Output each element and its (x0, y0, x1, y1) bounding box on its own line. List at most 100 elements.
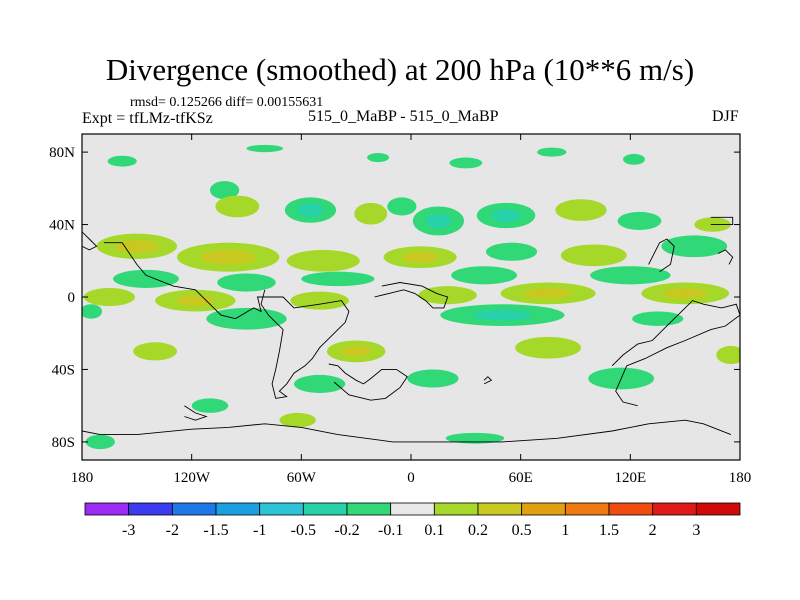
coastline (710, 216, 734, 226)
divergence-anomaly (215, 195, 260, 218)
coastline (82, 231, 98, 251)
divergence-anomaly (177, 295, 214, 307)
divergence-anomaly (206, 307, 287, 330)
colorbar-swatch (390, 502, 435, 516)
colorbar-label: -0.5 (291, 522, 316, 539)
divergence-anomaly (279, 412, 316, 428)
experiment-label: Expt = tfLMz-tfKSz (82, 110, 213, 127)
coastline (82, 419, 732, 443)
divergence-anomaly (200, 249, 256, 265)
comparison-label: 515_0_MaBP - 515_0_MaBP (308, 108, 499, 125)
colorbar-label: -0.1 (378, 522, 403, 539)
stats-label: rmsd= 0.125266 diff= 0.00155631 (130, 95, 324, 110)
y-tick-label: 40S (52, 362, 75, 378)
divergence-anomaly (294, 374, 346, 393)
divergence-anomaly (632, 311, 684, 326)
divergence-anomaly (286, 249, 360, 272)
divergence-anomaly (485, 242, 538, 261)
colorbar-swatch (171, 502, 217, 516)
colorbar-swatch (259, 502, 304, 516)
divergence-anomaly (107, 155, 137, 167)
colorbar-label: 1.5 (599, 522, 619, 539)
y-tick-label: 40N (49, 218, 75, 234)
colorbar-swatch (346, 502, 392, 516)
colorbar-label: 0.1 (424, 522, 444, 539)
divergence-anomaly (133, 342, 178, 361)
colorbar-label: -1 (253, 522, 266, 539)
divergence-anomaly (473, 309, 532, 321)
colorbar-swatch (84, 502, 130, 516)
chart-title: Divergence (smoothed) at 200 hPa (10**6 … (105, 52, 695, 87)
divergence-anomaly (217, 273, 276, 292)
divergence-anomaly (83, 287, 136, 307)
divergence-anomaly (290, 291, 349, 310)
colorbar-label: -2 (166, 522, 179, 539)
anomaly-layer (82, 144, 740, 450)
divergence-anomaly (537, 147, 567, 157)
divergence-anomaly (209, 181, 240, 200)
x-tick-label: 120W (173, 470, 211, 486)
divergence-anomaly (367, 153, 390, 163)
colorbar-label: 0.2 (468, 522, 488, 539)
colorbar-swatch (564, 502, 610, 516)
y-tick-label: 80N (49, 145, 75, 161)
divergence-anomaly (191, 398, 229, 413)
divergence-anomaly (82, 304, 103, 319)
divergence-anomaly (663, 287, 708, 299)
coastline (103, 242, 350, 399)
x-tick-label: 180 (71, 470, 94, 486)
divergence-anomaly (301, 271, 375, 287)
colorbar-label: 2 (649, 522, 657, 539)
divergence-anomaly (623, 153, 645, 165)
colorbar-swatch (695, 502, 741, 516)
colorbar-swatch (521, 502, 566, 516)
colorbar-label: 0.5 (512, 522, 532, 539)
x-tick-label: 60W (287, 470, 317, 486)
y-tick-label: 0 (68, 290, 76, 306)
coastline (328, 363, 408, 401)
divergence-anomaly (716, 345, 740, 365)
divergence-anomaly (297, 202, 324, 218)
divergence-anomaly (246, 144, 284, 153)
divergence-anomaly (341, 345, 371, 357)
divergence-anomaly (515, 336, 581, 359)
coastline (483, 376, 493, 385)
divergence-anomaly (524, 287, 572, 299)
coastline (611, 300, 740, 407)
colorbar-label: 1 (561, 522, 569, 539)
divergence-anomaly (491, 209, 521, 222)
divergence-anomaly (354, 202, 388, 225)
colorbar-label: -1.5 (203, 522, 228, 539)
divergence-anomaly (560, 244, 627, 267)
colorbar-swatch (608, 502, 654, 516)
divergence-anomaly (555, 199, 607, 221)
colorbar-swatch (128, 502, 173, 516)
x-tick-label: 120E (614, 470, 646, 486)
coastline (374, 282, 449, 309)
coastline (184, 405, 208, 421)
colorbar-swatch (652, 502, 697, 516)
x-tick-label: 60E (509, 470, 533, 486)
divergence-anomaly (407, 369, 459, 388)
colorbar-swatch (433, 502, 479, 516)
divergence-anomaly (425, 213, 452, 229)
colorbar-label: 3 (692, 522, 700, 539)
colorbar-swatch (302, 502, 348, 516)
colorbar-label: -0.2 (334, 522, 359, 539)
divergence-anomaly (387, 197, 417, 216)
divergence-anomaly (418, 286, 477, 305)
y-tick-label: 80S (52, 435, 75, 451)
divergence-anomaly (661, 235, 728, 258)
colorbar-label: -3 (122, 522, 135, 539)
season-label: DJF (712, 108, 739, 125)
divergence-anomaly (113, 269, 179, 288)
divergence-anomaly (451, 266, 518, 285)
colorbar-swatch (215, 502, 261, 516)
divergence-anomaly (445, 432, 505, 444)
divergence-anomaly (590, 266, 671, 285)
divergence-anomaly (85, 434, 115, 450)
colorbar-swatch (477, 502, 523, 516)
divergence-anomaly (114, 239, 159, 253)
divergence-anomaly (449, 157, 483, 169)
